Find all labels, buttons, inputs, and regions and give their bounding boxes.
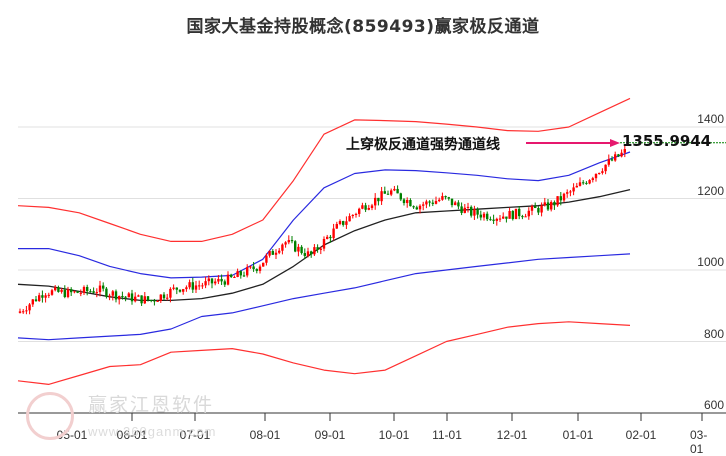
y-tick-label: 1200 <box>697 183 724 198</box>
x-tick-label: 01-01 <box>562 428 594 442</box>
x-tick-label: 07-01 <box>179 428 211 442</box>
x-tick-label: 06-01 <box>116 428 148 442</box>
chart-title: 国家大基金持股概念(859493)赢家极反通道 <box>186 17 540 37</box>
x-tick-label: 09-01 <box>314 428 346 442</box>
watermark-url: www.360ganm.com <box>88 424 217 439</box>
watermark-logo <box>26 392 74 440</box>
y-tick-label: 800 <box>703 326 724 341</box>
y-tick-label: 600 <box>703 398 724 412</box>
candlesticks <box>18 145 626 315</box>
x-tick-label: 08-01 <box>249 428 281 442</box>
x-tick-label: 03-01 <box>690 428 708 456</box>
x-tick-label: 02-01 <box>625 428 657 442</box>
x-tick-label: 12-01 <box>496 428 528 442</box>
x-tick-label: 11-01 <box>432 428 462 442</box>
watermark-text: 赢家江恩软件 <box>88 394 215 416</box>
x-tick-label: 10-01 <box>378 428 410 442</box>
annotation-label: 上穿极反通道强势通道线 <box>346 137 500 153</box>
y-tick-label: 1400 <box>697 112 724 126</box>
y-tick-label: 1000 <box>697 255 724 269</box>
gridlines <box>18 126 726 342</box>
last-value-label: 1355.9944 <box>622 132 712 150</box>
annotation-overlay <box>526 139 726 147</box>
